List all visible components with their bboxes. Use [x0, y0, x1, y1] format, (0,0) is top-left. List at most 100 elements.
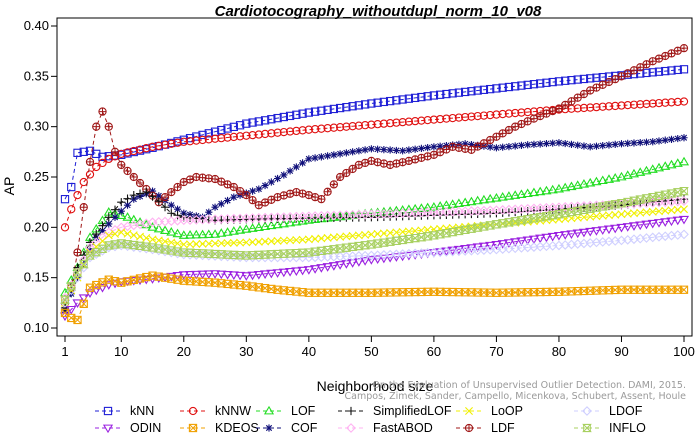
point-odin [510, 238, 521, 247]
point-knnw [429, 115, 439, 124]
point-ldf [167, 187, 176, 197]
legend-marker-knnw [188, 406, 198, 416]
point-ldf [73, 248, 82, 257]
point-knnw [348, 122, 357, 131]
point-loop [604, 211, 613, 220]
point-inflo [529, 214, 539, 223]
legend-marker-ldf [464, 423, 474, 433]
point-knn [67, 182, 76, 192]
point-inflo [672, 188, 683, 197]
point-cof [123, 201, 132, 209]
point-ldf [160, 192, 170, 202]
point-odin [653, 219, 665, 228]
point-cof [292, 163, 300, 171]
point-odin [91, 286, 102, 296]
legend-item-odin: ODIN [95, 421, 161, 434]
point-inflo [378, 238, 389, 247]
point-knn [292, 110, 301, 119]
point-cof [361, 146, 369, 154]
point-knnw [679, 97, 689, 106]
point-inflo [178, 248, 189, 257]
point-inflo [66, 282, 77, 291]
point-cof [555, 139, 563, 147]
point-lof [572, 180, 583, 189]
point-inflo [579, 205, 589, 214]
series-knnw [60, 97, 689, 232]
point-cof [680, 134, 688, 142]
point-knn [217, 125, 226, 135]
legend-item-fastabod: FastABOD [338, 421, 433, 434]
point-cof [324, 152, 332, 160]
point-lof [172, 228, 183, 238]
legend-marker-kdeos [188, 423, 198, 433]
point-loop [404, 227, 413, 236]
point-inflo [566, 207, 577, 217]
point-inflo [322, 245, 333, 255]
point-cof [605, 141, 613, 149]
point-loop [623, 209, 632, 218]
point-knnw [304, 125, 313, 134]
point-cof [386, 146, 394, 154]
point-loop [204, 239, 213, 248]
point-knn [442, 89, 451, 99]
point-cof [173, 205, 182, 213]
legend-label-simplifiedlof: SimplifiedLOF [373, 404, 452, 418]
point-inflo [122, 240, 133, 249]
point-simplifiedlof [167, 209, 176, 218]
point-cof [105, 220, 113, 228]
point-odin [303, 266, 314, 275]
point-loop [104, 231, 113, 240]
point-odin [485, 241, 496, 251]
point-knn [542, 78, 551, 87]
point-odin [497, 240, 508, 249]
point-ldf [173, 182, 182, 192]
point-simplifiedlof [142, 188, 151, 197]
point-cof [355, 147, 363, 155]
point-knn [554, 77, 564, 86]
point-inflo [60, 295, 70, 304]
point-knnw [148, 142, 157, 151]
point-cof [367, 145, 375, 153]
point-cof [649, 138, 657, 146]
point-inflo [585, 204, 596, 213]
point-cof [549, 139, 557, 147]
legend-label-kdeos: KDEOS [215, 421, 259, 434]
point-loop [148, 235, 157, 244]
point-knn [92, 149, 101, 158]
point-ldof [60, 297, 70, 308]
point-ldf [285, 189, 295, 198]
point-cof [542, 139, 551, 148]
point-knn [273, 113, 282, 123]
point-inflo [353, 241, 364, 251]
point-knn [379, 97, 389, 107]
point-inflo [597, 202, 608, 211]
point-odin [228, 271, 239, 281]
point-inflo [522, 215, 533, 224]
point-inflo [472, 223, 483, 232]
point-lof [235, 225, 246, 234]
point-inflo [110, 240, 120, 249]
legend-marker-cof [265, 424, 273, 432]
point-knnw [592, 102, 601, 112]
point-odin [478, 242, 489, 252]
point-knn [511, 82, 520, 91]
point-inflo [410, 233, 421, 243]
point-knnw [417, 116, 426, 125]
point-loop [254, 237, 263, 246]
point-ldf [248, 196, 257, 205]
point-inflo [654, 191, 664, 201]
point-lof [303, 215, 314, 224]
point-odin [272, 269, 283, 278]
point-odin [641, 220, 652, 230]
point-loop [373, 229, 382, 238]
point-ldf [504, 125, 514, 135]
point-loop [673, 205, 682, 214]
point-loop [586, 212, 595, 221]
point-knn [454, 88, 464, 97]
point-cof [611, 140, 619, 148]
point-loop [348, 231, 357, 240]
point-loop [342, 232, 351, 241]
point-knn [235, 121, 245, 130]
point-lof [147, 222, 158, 231]
